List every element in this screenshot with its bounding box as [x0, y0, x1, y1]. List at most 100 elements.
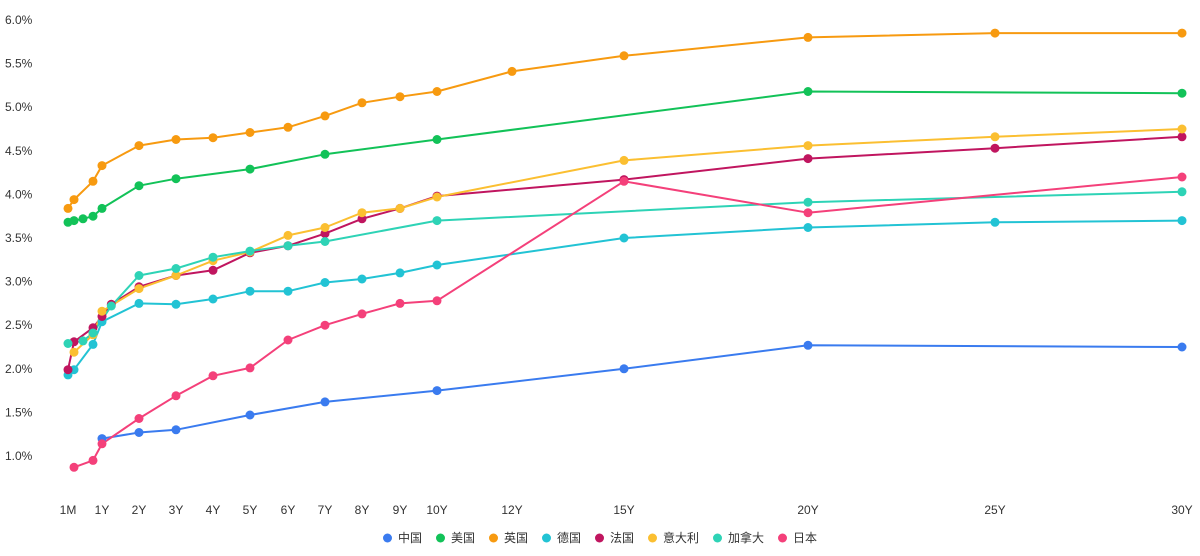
- data-point[interactable]: [1177, 216, 1187, 226]
- data-point[interactable]: [88, 455, 98, 465]
- data-point[interactable]: [395, 268, 405, 278]
- data-point[interactable]: [432, 260, 442, 270]
- data-point[interactable]: [208, 252, 218, 262]
- data-point[interactable]: [63, 339, 73, 348]
- data-point[interactable]: [507, 66, 517, 76]
- data-point[interactable]: [357, 274, 367, 284]
- data-point[interactable]: [803, 197, 813, 207]
- legend-item[interactable]: 美国: [436, 531, 475, 545]
- data-point[interactable]: [106, 301, 116, 311]
- data-point[interactable]: [803, 340, 813, 350]
- data-point[interactable]: [357, 309, 367, 319]
- data-point[interactable]: [320, 149, 330, 159]
- data-point[interactable]: [619, 51, 629, 61]
- legend[interactable]: 中国 美国 英国 德国 法国 意大利 加拿大 日本: [383, 530, 817, 545]
- data-point[interactable]: [245, 128, 255, 137]
- data-point[interactable]: [88, 176, 98, 186]
- data-point[interactable]: [171, 135, 181, 144]
- data-point[interactable]: [245, 164, 255, 174]
- data-point[interactable]: [283, 122, 293, 132]
- data-point[interactable]: [432, 216, 442, 226]
- data-point[interactable]: [208, 371, 218, 381]
- data-point[interactable]: [1177, 342, 1187, 352]
- legend-item[interactable]: 日本: [778, 531, 817, 545]
- data-point[interactable]: [69, 216, 79, 226]
- data-point[interactable]: [990, 217, 1000, 227]
- data-point[interactable]: [97, 161, 107, 171]
- data-point[interactable]: [1177, 172, 1187, 182]
- data-point[interactable]: [320, 237, 330, 246]
- data-point[interactable]: [320, 320, 330, 330]
- data-point[interactable]: [283, 286, 293, 296]
- data-point[interactable]: [990, 132, 1000, 142]
- legend-item[interactable]: 英国: [489, 531, 528, 545]
- data-point[interactable]: [69, 347, 79, 357]
- data-point[interactable]: [320, 223, 330, 232]
- data-point[interactable]: [990, 143, 1000, 153]
- data-point[interactable]: [134, 414, 144, 423]
- data-point[interactable]: [619, 176, 629, 186]
- data-point[interactable]: [245, 363, 255, 373]
- data-point[interactable]: [88, 211, 98, 221]
- data-point[interactable]: [803, 141, 813, 151]
- data-point[interactable]: [1177, 132, 1187, 142]
- data-point[interactable]: [134, 271, 144, 280]
- legend-item[interactable]: 意大利: [648, 530, 699, 545]
- data-point[interactable]: [78, 214, 88, 224]
- data-point[interactable]: [395, 298, 405, 308]
- data-point[interactable]: [134, 428, 144, 437]
- data-point[interactable]: [134, 181, 144, 191]
- data-point[interactable]: [283, 335, 293, 345]
- data-point[interactable]: [432, 386, 442, 396]
- data-point[interactable]: [134, 298, 144, 308]
- data-point[interactable]: [1177, 124, 1187, 134]
- data-point[interactable]: [208, 265, 218, 275]
- data-point[interactable]: [1177, 88, 1187, 98]
- data-point[interactable]: [357, 208, 367, 218]
- data-point[interactable]: [803, 223, 813, 232]
- data-point[interactable]: [320, 397, 330, 407]
- data-point[interactable]: [208, 294, 218, 304]
- data-point[interactable]: [395, 92, 405, 102]
- data-point[interactable]: [619, 155, 629, 165]
- legend-item[interactable]: 加拿大: [713, 530, 764, 545]
- data-point[interactable]: [283, 241, 293, 251]
- data-point[interactable]: [208, 133, 218, 143]
- data-point[interactable]: [78, 336, 88, 346]
- data-point[interactable]: [283, 230, 293, 240]
- data-point[interactable]: [69, 195, 79, 205]
- data-point[interactable]: [990, 28, 1000, 38]
- data-point[interactable]: [63, 365, 73, 375]
- data-point[interactable]: [803, 154, 813, 164]
- data-point[interactable]: [134, 284, 144, 294]
- data-point[interactable]: [171, 299, 181, 309]
- data-point[interactable]: [97, 439, 107, 449]
- data-point[interactable]: [245, 246, 255, 256]
- data-point[interactable]: [63, 203, 73, 213]
- data-point[interactable]: [619, 364, 629, 374]
- data-point[interactable]: [171, 271, 181, 280]
- data-point[interactable]: [320, 111, 330, 121]
- data-point[interactable]: [171, 174, 181, 184]
- data-point[interactable]: [803, 87, 813, 96]
- data-point[interactable]: [803, 208, 813, 218]
- data-point[interactable]: [171, 391, 181, 401]
- data-point[interactable]: [245, 286, 255, 296]
- data-point[interactable]: [432, 87, 442, 96]
- data-point[interactable]: [432, 192, 442, 202]
- data-point[interactable]: [171, 264, 181, 273]
- data-point[interactable]: [134, 141, 144, 151]
- data-point[interactable]: [88, 339, 98, 349]
- data-point[interactable]: [69, 462, 79, 472]
- data-point[interactable]: [1177, 28, 1187, 38]
- data-point[interactable]: [320, 278, 330, 287]
- data-point[interactable]: [432, 296, 442, 306]
- data-point[interactable]: [97, 306, 107, 316]
- legend-item[interactable]: 法国: [595, 531, 634, 545]
- data-point[interactable]: [171, 425, 181, 435]
- legend-item[interactable]: 德国: [542, 530, 581, 545]
- data-point[interactable]: [357, 98, 367, 108]
- data-point[interactable]: [1177, 187, 1187, 197]
- data-point[interactable]: [245, 410, 255, 420]
- data-point[interactable]: [395, 203, 405, 213]
